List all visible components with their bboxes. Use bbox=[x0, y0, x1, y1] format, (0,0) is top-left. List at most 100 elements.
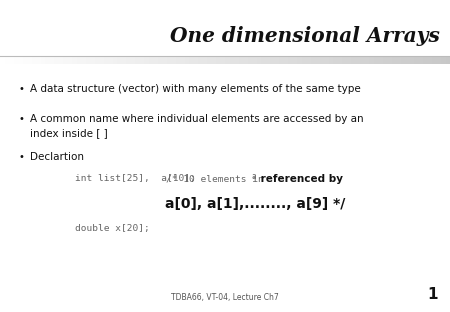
Bar bbox=[360, 56, 365, 64]
Bar bbox=[108, 56, 113, 64]
Text: One dimensional Arrays: One dimensional Arrays bbox=[170, 26, 440, 46]
Text: a[0], a[1],........, a[9] */: a[0], a[1],........, a[9] */ bbox=[165, 197, 346, 211]
Bar bbox=[117, 56, 122, 64]
Bar bbox=[378, 56, 383, 64]
Bar bbox=[288, 56, 293, 64]
Bar bbox=[410, 56, 415, 64]
Bar bbox=[171, 56, 176, 64]
Bar bbox=[212, 56, 217, 64]
Bar bbox=[54, 56, 59, 64]
Text: 1: 1 bbox=[428, 287, 438, 302]
Text: a: a bbox=[252, 172, 256, 181]
Bar bbox=[306, 56, 311, 64]
Bar bbox=[266, 56, 271, 64]
Bar bbox=[315, 56, 320, 64]
Bar bbox=[396, 56, 401, 64]
Bar bbox=[122, 56, 127, 64]
Bar bbox=[320, 56, 325, 64]
Bar bbox=[81, 56, 86, 64]
Bar bbox=[126, 56, 131, 64]
Bar bbox=[50, 56, 55, 64]
Bar bbox=[76, 56, 82, 64]
Bar bbox=[220, 56, 226, 64]
Bar bbox=[382, 56, 388, 64]
Bar bbox=[400, 56, 406, 64]
Bar bbox=[261, 56, 266, 64]
Bar bbox=[40, 56, 46, 64]
Bar bbox=[364, 56, 370, 64]
Bar bbox=[144, 56, 149, 64]
Bar bbox=[162, 56, 167, 64]
Text: double x[20];: double x[20]; bbox=[75, 224, 150, 233]
Bar bbox=[18, 56, 23, 64]
Bar bbox=[14, 56, 19, 64]
Bar bbox=[346, 56, 352, 64]
Bar bbox=[225, 56, 230, 64]
Bar bbox=[302, 56, 307, 64]
Bar bbox=[166, 56, 172, 64]
Bar bbox=[140, 56, 145, 64]
Bar bbox=[148, 56, 154, 64]
Bar bbox=[202, 56, 208, 64]
Bar bbox=[58, 56, 64, 64]
Text: TDBA66, VT-04, Lecture Ch7: TDBA66, VT-04, Lecture Ch7 bbox=[171, 293, 279, 302]
Bar bbox=[194, 56, 199, 64]
Bar bbox=[189, 56, 194, 64]
Bar bbox=[86, 56, 91, 64]
Bar bbox=[279, 56, 284, 64]
Bar bbox=[270, 56, 275, 64]
Bar bbox=[436, 56, 442, 64]
Bar bbox=[356, 56, 361, 64]
Bar bbox=[248, 56, 253, 64]
Bar bbox=[176, 56, 181, 64]
Bar bbox=[104, 56, 109, 64]
Bar bbox=[153, 56, 158, 64]
Bar bbox=[374, 56, 379, 64]
Bar bbox=[310, 56, 316, 64]
Bar bbox=[252, 56, 257, 64]
Bar bbox=[256, 56, 262, 64]
Bar bbox=[423, 56, 428, 64]
Text: A common name where individual elements are accessed by an: A common name where individual elements … bbox=[30, 114, 364, 124]
Bar bbox=[32, 56, 37, 64]
Text: •: • bbox=[18, 84, 24, 94]
Text: A data structure (vector) with many elements of the same type: A data structure (vector) with many elem… bbox=[30, 84, 361, 94]
Bar bbox=[333, 56, 338, 64]
Bar bbox=[180, 56, 185, 64]
Bar bbox=[234, 56, 239, 64]
Bar bbox=[432, 56, 437, 64]
Bar bbox=[342, 56, 347, 64]
Bar bbox=[4, 56, 10, 64]
Text: •: • bbox=[18, 114, 24, 124]
Bar bbox=[198, 56, 203, 64]
Bar bbox=[274, 56, 280, 64]
Bar bbox=[338, 56, 343, 64]
Bar bbox=[292, 56, 298, 64]
Bar bbox=[72, 56, 77, 64]
Bar bbox=[405, 56, 410, 64]
Bar bbox=[63, 56, 68, 64]
Bar bbox=[328, 56, 334, 64]
Bar bbox=[297, 56, 302, 64]
Bar bbox=[243, 56, 248, 64]
Bar bbox=[158, 56, 163, 64]
Bar bbox=[135, 56, 140, 64]
Bar bbox=[112, 56, 118, 64]
Bar bbox=[22, 56, 28, 64]
Bar bbox=[68, 56, 73, 64]
Bar bbox=[90, 56, 95, 64]
Bar bbox=[441, 56, 446, 64]
Text: •: • bbox=[18, 152, 24, 162]
Text: /* 10 elements in: /* 10 elements in bbox=[166, 174, 270, 183]
Bar bbox=[27, 56, 32, 64]
Bar bbox=[369, 56, 374, 64]
Bar bbox=[324, 56, 329, 64]
Bar bbox=[428, 56, 433, 64]
Bar bbox=[392, 56, 397, 64]
Bar bbox=[284, 56, 289, 64]
Bar bbox=[184, 56, 190, 64]
Bar bbox=[351, 56, 356, 64]
Bar bbox=[207, 56, 212, 64]
Bar bbox=[9, 56, 14, 64]
Bar bbox=[94, 56, 100, 64]
